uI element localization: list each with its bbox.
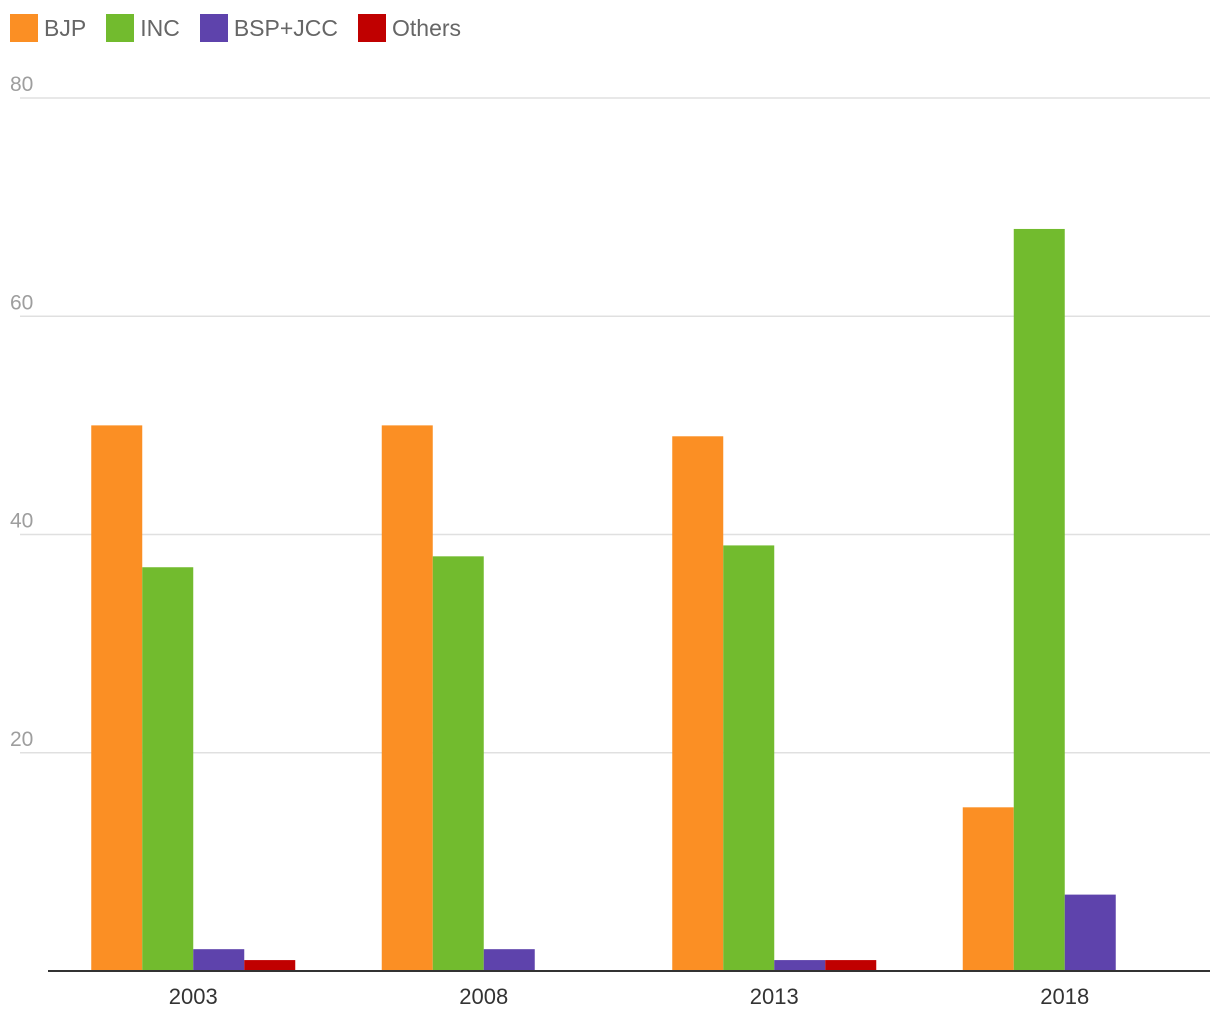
bar-bjp-2008 [381, 425, 433, 971]
y-tick-label-20: 20 [10, 728, 33, 751]
bar-inc-2018 [1013, 228, 1065, 971]
legend-swatch-others [358, 14, 386, 42]
bars [91, 228, 1116, 972]
legend-swatch-bjp [10, 14, 38, 42]
y-tick-label-40: 40 [10, 510, 33, 533]
y-tick-label-80: 80 [10, 73, 33, 96]
bar-bjp-2003 [91, 425, 143, 971]
x-tick-label-2013: 2013 [750, 984, 799, 1009]
bar-others-2013 [825, 960, 877, 971]
x-tick-label-2008: 2008 [459, 984, 508, 1009]
bar-inc-2013 [723, 545, 775, 971]
chart-legend: BJP INC BSP+JCC Others [10, 12, 481, 44]
bar-others-2003 [244, 960, 296, 971]
legend-item-inc: INC [106, 14, 180, 42]
legend-item-bsp-jcc: BSP+JCC [199, 14, 338, 42]
y-tick-label-60: 60 [10, 291, 33, 314]
gridlines [20, 97, 1210, 754]
legend-item-others: Others [358, 14, 461, 42]
bar-bjp-2018 [962, 807, 1014, 971]
x-tick-labels: 2003 2008 2013 2018 [169, 984, 1089, 1009]
x-tick-label-2003: 2003 [169, 984, 218, 1009]
bar-bsp-jcc-2008 [483, 949, 535, 971]
bar-bsp-jcc-2018 [1064, 894, 1116, 971]
legend-label-bsp-jcc: BSP+JCC [233, 14, 338, 41]
y-tick-labels: 20 40 60 80 [10, 73, 33, 751]
legend-label-bjp: BJP [44, 14, 87, 41]
x-tick-label-2018: 2018 [1040, 984, 1089, 1009]
bar-bsp-jcc-2003 [193, 949, 245, 971]
legend-label-others: Others [392, 14, 462, 41]
bar-bjp-2013 [672, 436, 724, 972]
bar-bsp-jcc-2013 [774, 960, 826, 971]
legend-label-inc: INC [140, 14, 180, 41]
legend-swatch-bsp-jcc [199, 14, 228, 42]
legend-item-bjp: BJP [10, 14, 86, 42]
legend-swatch-inc [106, 14, 135, 42]
bar-inc-2008 [432, 556, 484, 971]
bar-inc-2003 [142, 567, 194, 971]
